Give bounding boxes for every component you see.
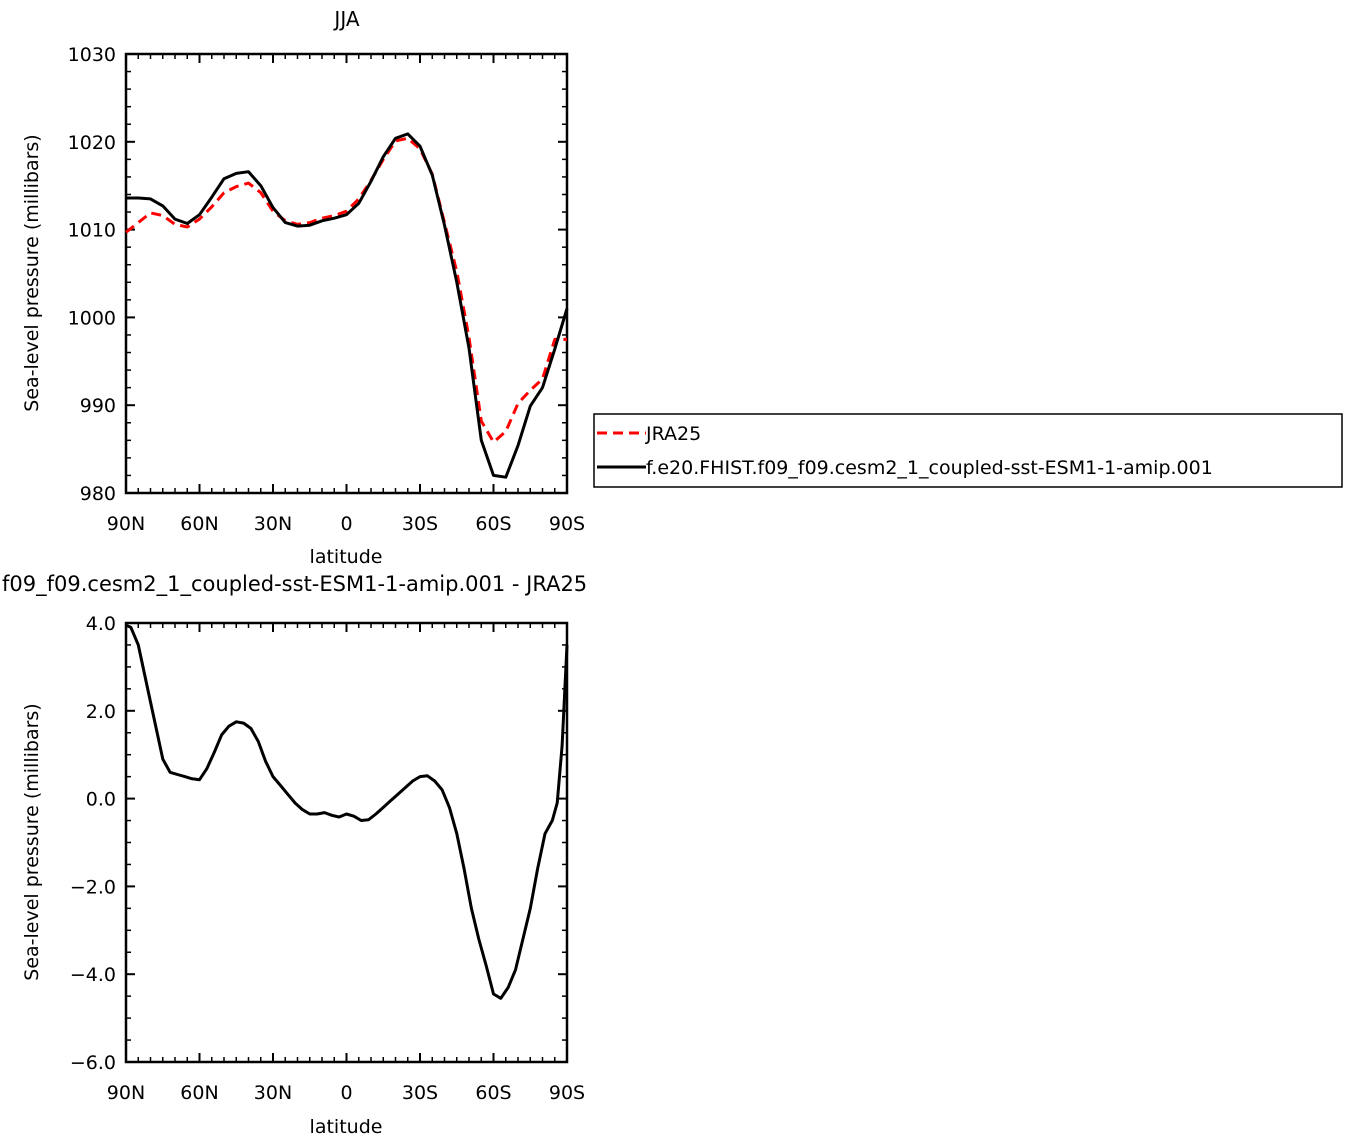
- bottom-axis-ticks: 90N 60N 30N 0 30S 60S 90S −6.0 −4.0 −2.0 0.0 2.0 4.0: [70, 613, 585, 1104]
- bottom-series-line-0: [125, 623, 569, 1000]
- legend-label-model: f.e20.FHIST.f09_f09.cesm2_1_coupled-sst-…: [646, 457, 1213, 479]
- legend-box: [593, 413, 1343, 488]
- top-series-line-1: [126, 132, 569, 479]
- top-plot-frame: [124, 52, 569, 495]
- bottom-y-tick-label: −2.0: [70, 876, 116, 898]
- top-y-tick-label: 1030: [68, 44, 116, 66]
- bottom-chart-title: f09_f09.cesm2_1_coupled-sst-ESM1-1-amip.…: [2, 572, 587, 597]
- bottom-panel: f09_f09.cesm2_1_coupled-sst-ESM1-1-amip.…: [2, 572, 587, 1138]
- top-y-tick-label: 1000: [68, 307, 116, 329]
- bottom-y-tick-label: 4.0: [86, 613, 116, 635]
- bottom-x-axis-label: latitude: [310, 1116, 383, 1138]
- top-axis-ticks: 90N 60N 30N 0 30S 60S 90S 980 990 1000 1010 1020 103…: [68, 44, 585, 535]
- bottom-x-tick-label: 30S: [402, 1082, 438, 1104]
- bottom-y-tick-label: −6.0: [70, 1052, 116, 1074]
- bottom-x-tick-label: 30N: [254, 1082, 292, 1104]
- bottom-x-tick-label: 90S: [549, 1082, 585, 1104]
- bottom-y-tick-label: −4.0: [70, 964, 116, 986]
- top-y-axis-label: Sea-level pressure (millibars): [21, 134, 43, 411]
- top-panel: JJA 90N 60N 30N 0 30S 60S 90S 980 990 1000 1010 102…: [21, 7, 585, 568]
- top-x-tick-label: 30S: [402, 513, 438, 535]
- top-x-tick-label: 0: [340, 513, 352, 535]
- legend-label-jra25: JRA25: [645, 423, 701, 445]
- top-x-tick-label: 90S: [549, 513, 585, 535]
- bottom-y-tick-label: 2.0: [86, 701, 116, 723]
- top-y-tick-label: 1010: [68, 220, 116, 242]
- bottom-x-tick-label: 90N: [107, 1082, 145, 1104]
- bottom-y-axis-label: Sea-level pressure (millibars): [21, 703, 43, 980]
- top-x-axis-label: latitude: [310, 546, 383, 568]
- top-chart-title: JJA: [332, 7, 359, 31]
- top-y-tick-label: 980: [80, 483, 116, 505]
- bottom-y-tick-label: 0.0: [86, 789, 116, 811]
- bottom-x-tick-label: 60N: [180, 1082, 218, 1104]
- bottom-x-tick-label: 60S: [475, 1082, 511, 1104]
- top-x-tick-label: 60N: [180, 513, 218, 535]
- top-series-lines: [125, 132, 569, 479]
- top-x-tick-label: 90N: [107, 513, 145, 535]
- top-x-tick-label: 60S: [475, 513, 511, 535]
- top-y-tick-label: 990: [80, 395, 116, 417]
- bottom-series-lines: [125, 623, 569, 1000]
- bottom-x-tick-label: 0: [340, 1082, 352, 1104]
- top-series-line-0: [125, 136, 567, 444]
- top-y-tick-label: 1020: [68, 132, 116, 154]
- legend: JRA25 f.e20.FHIST.f09_f09.cesm2_1_couple…: [593, 413, 1343, 488]
- top-x-tick-label: 30N: [254, 513, 292, 535]
